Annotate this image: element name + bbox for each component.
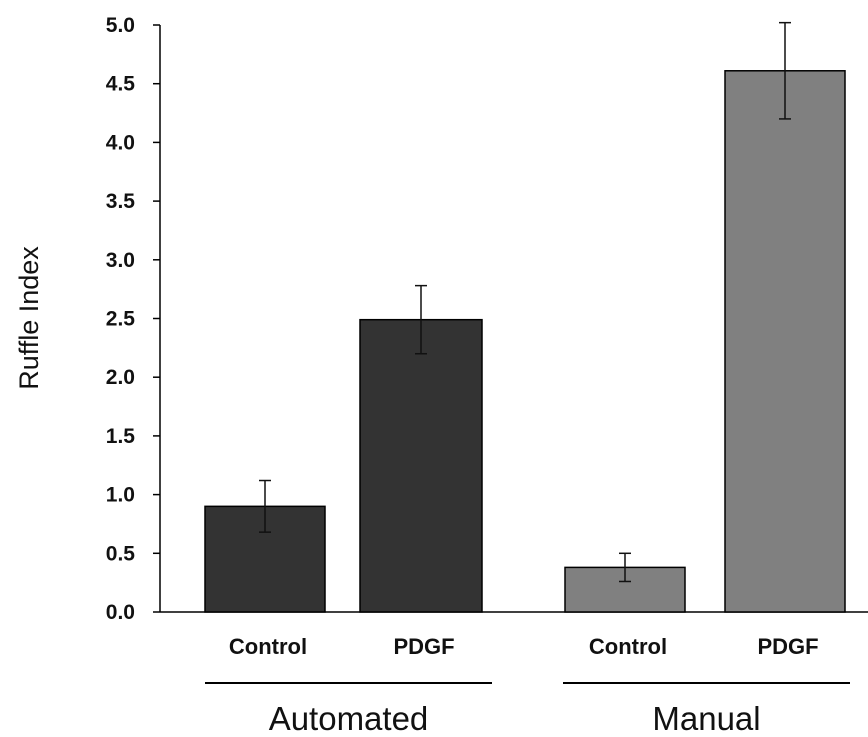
- y-axis-ticks: 0.0 0.5 1.0 1.5 2.0 2.5 3.0 3.5 4.0 4.5 5.0: [106, 14, 160, 624]
- y-tick-label: 5.0: [106, 14, 135, 37]
- category-labels: Control PDGF Control PDGF: [229, 634, 819, 659]
- group-label-manual: Manual: [652, 700, 760, 737]
- y-axis-title: Ruffle Index: [14, 246, 44, 390]
- group-label-automated: Automated: [269, 700, 429, 737]
- bar-automated-pdgf: [359, 318, 483, 613]
- y-tick-label: 1.5: [106, 425, 136, 448]
- y-tick-label: 3.0: [106, 249, 135, 272]
- y-tick-label: 2.0: [106, 366, 135, 389]
- y-tick-label: 4.0: [106, 131, 135, 154]
- y-tick-label: 2.5: [106, 308, 136, 331]
- y-tick-label: 1.0: [106, 484, 135, 507]
- category-label: Control: [229, 634, 307, 659]
- y-tick-label: 0.0: [106, 601, 135, 624]
- bars: [204, 21, 846, 613]
- y-tick-label: 3.5: [106, 190, 136, 213]
- bar-manual-pdgf: [724, 70, 846, 613]
- y-tick-label: 0.5: [106, 542, 136, 565]
- group-labels: Automated Manual: [205, 682, 850, 737]
- y-tick-label: 4.5: [106, 73, 136, 96]
- category-label: Control: [589, 634, 667, 659]
- category-label: PDGF: [393, 634, 454, 659]
- category-label: PDGF: [757, 634, 818, 659]
